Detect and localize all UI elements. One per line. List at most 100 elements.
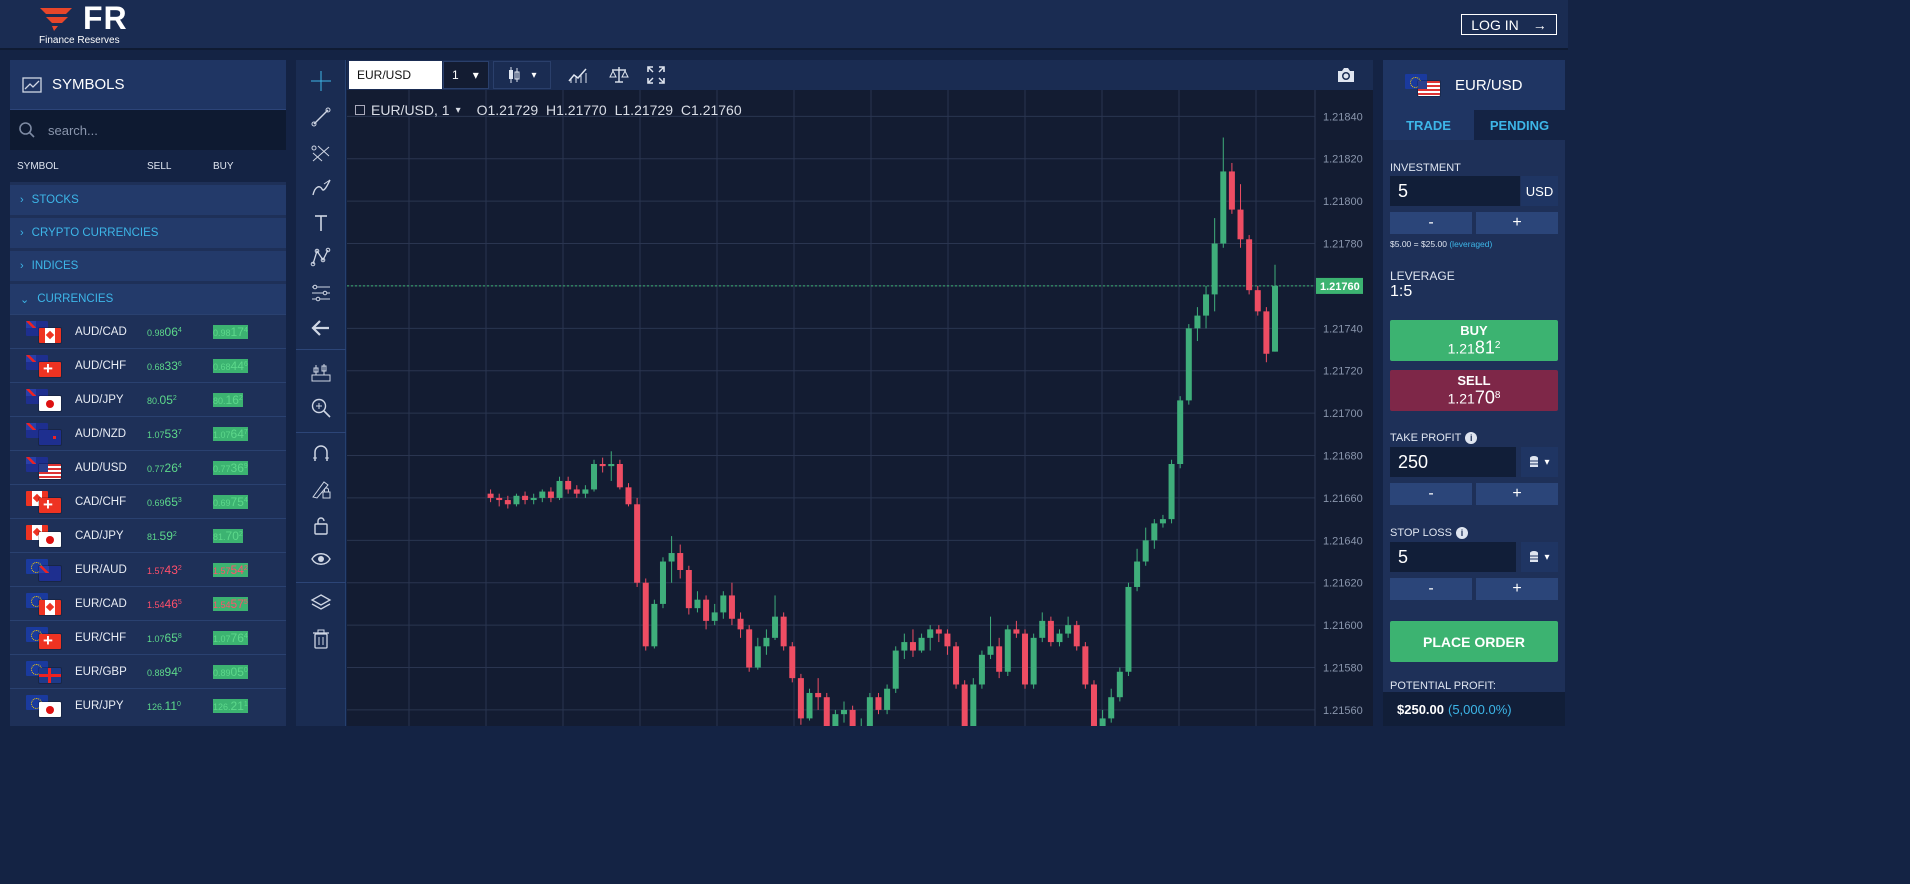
brush-tool[interactable] — [308, 174, 334, 200]
indicators-icon[interactable] — [567, 64, 589, 86]
buy-price[interactable]: 81.702 — [213, 528, 243, 543]
search-input[interactable] — [46, 121, 266, 139]
crosshair-tool[interactable] — [308, 68, 334, 94]
buy-price[interactable]: 1.54575 — [213, 596, 248, 611]
symbol-input[interactable]: EUR/USD — [349, 61, 442, 89]
investment-minus-button[interactable]: - — [1390, 212, 1472, 234]
buy-price[interactable]: 0.98174 — [213, 324, 248, 339]
sell-price[interactable]: 80.052 — [147, 393, 213, 407]
camera-icon[interactable] — [1335, 64, 1357, 86]
buy-price[interactable]: 80.162 — [213, 392, 243, 407]
pitchfork-tool[interactable] — [308, 140, 334, 166]
stop-loss-plus-button[interactable]: + — [1476, 578, 1558, 600]
trash-tool[interactable] — [308, 626, 334, 652]
take-profit-plus-button[interactable]: + — [1476, 483, 1558, 505]
candle-body — [1056, 633, 1063, 643]
collapse-legend-icon[interactable] — [355, 105, 365, 115]
buy-price[interactable]: 1.07647 — [213, 426, 248, 441]
sell-price[interactable]: 1.07537 — [147, 427, 213, 441]
chart-type-select[interactable]: ▾ — [493, 61, 551, 89]
buy-price[interactable]: 0.69754 — [213, 494, 248, 509]
sell-price[interactable]: 0.88940 — [147, 665, 213, 679]
chart-area[interactable]: EUR/USD 1 ▾ ▾ 1.21840 1.21820 1.21800 1.217… — [347, 60, 1373, 726]
category-indices[interactable]: › INDICES — [10, 251, 286, 281]
fullscreen-icon[interactable] — [645, 64, 667, 86]
take-profit-mode-select[interactable]: ▾ — [1521, 447, 1558, 477]
unlock-tool[interactable] — [308, 512, 334, 538]
symbol-row[interactable]: AUD/NZD 1.07537 1.07647 — [10, 416, 286, 450]
symbol-name: EUR/CHF — [75, 631, 127, 644]
sell-price[interactable]: 81.592 — [147, 529, 213, 543]
sell-price[interactable]: 1.07658 — [147, 631, 213, 645]
buy-price[interactable]: 0.89050 — [213, 664, 248, 679]
buy-price[interactable]: 0.68446 — [213, 358, 248, 373]
coins-icon — [1530, 551, 1539, 562]
legend-close: C1.21760 — [680, 102, 742, 118]
investment-plus-button[interactable]: + — [1476, 212, 1558, 234]
info-icon[interactable]: i — [1455, 527, 1468, 539]
sell-button[interactable]: SELL 1.21708 — [1390, 370, 1558, 411]
buy-fraction: 7 — [243, 428, 248, 436]
sell-price[interactable]: 1.54465 — [147, 597, 213, 611]
candlestick-chart[interactable]: 1.21840 1.21820 1.21800 1.21780 1.21760 1.217… — [347, 90, 1373, 726]
chevron-down-icon[interactable]: ▾ — [455, 104, 461, 116]
tab-trade[interactable]: TRADE — [1383, 110, 1474, 140]
symbol-row[interactable]: AUD/JPY 80.052 80.162 — [10, 382, 286, 416]
symbol-row[interactable]: EUR/CAD 1.54465 1.54575 — [10, 586, 286, 620]
pattern-tool[interactable] — [308, 244, 334, 270]
magnet-tool[interactable] — [308, 440, 334, 466]
eye-tool[interactable] — [308, 546, 334, 572]
measure-tool[interactable] — [308, 360, 334, 386]
tab-pending[interactable]: PENDING — [1474, 110, 1565, 140]
trend-line-tool[interactable] — [308, 104, 334, 130]
symbol-row[interactable]: AUD/CAD 0.98064 0.98174 — [10, 314, 286, 348]
place-order-button[interactable]: PLACE ORDER — [1390, 621, 1558, 662]
buy-price[interactable]: 0.77369 — [213, 460, 248, 475]
buy-price[interactable]: 1.57542 — [213, 562, 248, 577]
potential-profit-label: POTENTIAL PROFIT: — [1390, 680, 1496, 692]
sell-price[interactable]: 0.69653 — [147, 495, 213, 509]
sell-price[interactable]: 0.98064 — [147, 325, 213, 339]
layers-tool[interactable] — [308, 590, 334, 616]
investment-input[interactable]: 5 — [1390, 176, 1520, 206]
login-button[interactable]: LOG IN → — [1461, 14, 1557, 35]
symbol-row[interactable]: EUR/JPY 126.110 126.211 — [10, 688, 286, 722]
buy-price[interactable]: 126.211 — [213, 698, 248, 713]
buy-price[interactable]: 1.07764 — [213, 630, 248, 645]
category-stocks[interactable]: › STOCKS — [10, 185, 286, 215]
lock-drawing-tool[interactable] — [308, 476, 334, 502]
category-currencies[interactable]: ⌄ CURRENCIES — [10, 284, 286, 314]
buy-button[interactable]: BUY 1.21812 — [1390, 320, 1558, 361]
take-profit-input[interactable]: 250 — [1390, 447, 1516, 477]
compare-icon[interactable] — [608, 64, 630, 86]
sell-price-main: 1.21 — [1447, 390, 1475, 407]
sell-price[interactable]: 126.110 — [147, 699, 213, 713]
stop-loss-mode-select[interactable]: ▾ — [1521, 542, 1558, 572]
zoom-in-tool[interactable] — [308, 395, 334, 421]
symbol-row[interactable]: CAD/JPY 81.592 81.702 — [10, 518, 286, 552]
back-arrow-tool[interactable] — [308, 315, 334, 341]
info-icon[interactable]: i — [1465, 432, 1478, 444]
symbol-row[interactable]: EUR/GBP 0.88940 0.89050 — [10, 654, 286, 688]
interval-select[interactable]: 1 ▾ — [443, 61, 489, 89]
category-crypto-currencies[interactable]: › CRYPTO CURRENCIES — [10, 218, 286, 248]
symbol-row[interactable]: AUD/USD 0.77264 0.77369 — [10, 450, 286, 484]
text-tool[interactable] — [308, 210, 334, 236]
take-profit-minus-button[interactable]: - — [1390, 483, 1472, 505]
pair-flag-icon — [26, 524, 70, 547]
candle-body — [789, 646, 796, 679]
sell-price[interactable]: 0.68336 — [147, 359, 213, 373]
symbol-row[interactable]: EUR/AUD 1.57432 1.57542 — [10, 552, 286, 586]
stop-loss-minus-button[interactable]: - — [1390, 578, 1472, 600]
sell-price[interactable]: 1.57432 — [147, 563, 213, 577]
stop-loss-input[interactable]: 5 — [1390, 542, 1516, 572]
logo[interactable]: FR Finance Reserves — [38, 0, 148, 46]
ch-flag-icon — [39, 361, 61, 377]
leverage-label: LEVERAGE — [1390, 269, 1455, 283]
fib-tool[interactable] — [308, 280, 334, 306]
trade-tabs: TRADE PENDING — [1383, 110, 1565, 141]
sell-price[interactable]: 0.77264 — [147, 461, 213, 475]
